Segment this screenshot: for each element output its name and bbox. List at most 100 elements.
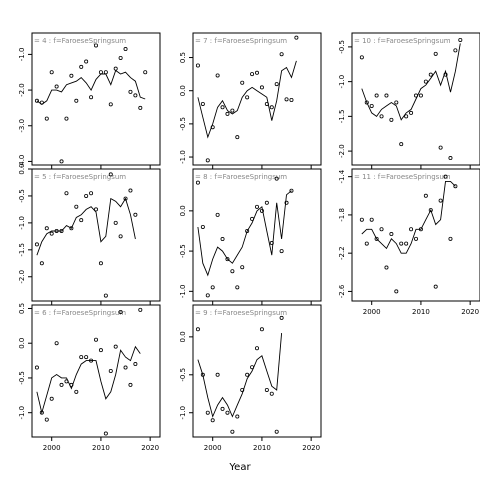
data-point (384, 93, 389, 98)
data-point (64, 379, 69, 384)
data-point (195, 180, 200, 185)
panel-frame (192, 32, 322, 166)
data-point (133, 362, 138, 367)
data-point (264, 200, 269, 205)
data-point (103, 70, 108, 75)
data-point (284, 200, 289, 205)
data-point (404, 241, 409, 246)
data-point (123, 47, 128, 52)
y-tick-label: 0.0 (179, 205, 187, 216)
data-point (225, 410, 230, 415)
panel-title: = 11 : f=FaroeseSpringsum (354, 173, 451, 181)
data-point (123, 196, 128, 201)
panel: = 6 : f=FaroeseSpringsum -1.0 -0.5 0.0 0.5 20… (18, 303, 161, 452)
y-tick-label: -3.0 (18, 119, 26, 133)
data-point (113, 220, 118, 225)
data-point (200, 101, 205, 106)
y-tick-label: -0.5 (18, 371, 26, 385)
data-point (59, 382, 64, 387)
data-point (103, 431, 108, 436)
data-point (274, 429, 279, 434)
panel-frame (192, 168, 322, 302)
y-tick-label: -1.8 (338, 208, 346, 222)
data-point (74, 98, 79, 103)
data-point (69, 382, 74, 387)
data-point (79, 64, 84, 69)
data-point (230, 108, 235, 113)
data-point (264, 101, 269, 106)
y-tick-label: -1.0 (179, 406, 187, 420)
data-point (128, 89, 133, 94)
data-point (250, 216, 255, 221)
data-point (84, 355, 89, 360)
data-point (448, 156, 453, 161)
y-tick-label: 0.0 (18, 338, 26, 349)
data-point (205, 293, 210, 298)
data-point (438, 198, 443, 203)
data-point (254, 70, 259, 75)
y-tick-label: -2.2 (338, 246, 346, 260)
y-tick-label: -2.6 (338, 284, 346, 298)
data-point (44, 417, 49, 422)
y-tick-label: -2.0 (18, 83, 26, 97)
data-point (34, 242, 39, 247)
fitted-line (197, 60, 297, 139)
x-tick-label: 2000 (43, 444, 61, 452)
data-point (98, 70, 103, 75)
data-point (274, 82, 279, 87)
panel: = 4 : f=FaroeseSpringsum -4.0 -3.0 -2.0 -1.0 (18, 32, 161, 169)
data-point (453, 184, 458, 189)
data-point (235, 285, 240, 290)
data-point (235, 414, 240, 419)
data-point (54, 228, 59, 233)
fitted-line (361, 43, 461, 121)
data-point (359, 55, 364, 60)
figure-x-axis-label: Year (228, 462, 251, 473)
data-point (245, 228, 250, 233)
data-point (359, 217, 364, 222)
data-point (123, 365, 128, 370)
data-point (230, 429, 235, 434)
data-point (84, 59, 89, 64)
data-point (369, 217, 374, 222)
data-point (44, 226, 49, 231)
data-point (250, 365, 255, 370)
data-point (225, 257, 230, 262)
data-point (215, 73, 220, 78)
data-point (143, 70, 148, 75)
y-tick-label: 0.0 (179, 85, 187, 96)
panel-frame (351, 168, 480, 302)
data-point (443, 72, 448, 77)
data-point (220, 406, 225, 411)
data-point (64, 191, 69, 196)
data-point (200, 372, 205, 377)
x-tick-label: 2010 (92, 444, 110, 452)
data-point (389, 232, 394, 237)
data-point (433, 51, 438, 56)
data-point (399, 241, 404, 246)
data-point (409, 110, 414, 115)
data-point (89, 191, 94, 196)
data-point (269, 241, 274, 246)
x-tick-label: 2020 (461, 308, 479, 316)
data-point (138, 307, 143, 312)
data-point (79, 355, 84, 360)
x-tick-label: 2000 (363, 308, 381, 316)
x-tick-label: 2020 (302, 444, 320, 452)
y-tick-label: -1.0 (18, 406, 26, 420)
data-point (49, 396, 54, 401)
data-point (443, 174, 448, 179)
y-tick-label: -0.5 (18, 189, 26, 203)
y-tick-label: 0.0 (18, 163, 26, 174)
data-point (59, 159, 64, 164)
data-point (245, 95, 250, 100)
panel-frame (192, 304, 322, 438)
panel: = 7 : f=FaroeseSpringsum -1.0 -0.5 0.0 0.5 (179, 32, 322, 169)
data-point (264, 387, 269, 392)
data-point (240, 265, 245, 270)
data-point (195, 63, 200, 68)
y-tick-label: -4.0 (18, 155, 26, 169)
data-point (245, 372, 250, 377)
data-point (394, 100, 399, 105)
fitted-line (36, 69, 146, 105)
